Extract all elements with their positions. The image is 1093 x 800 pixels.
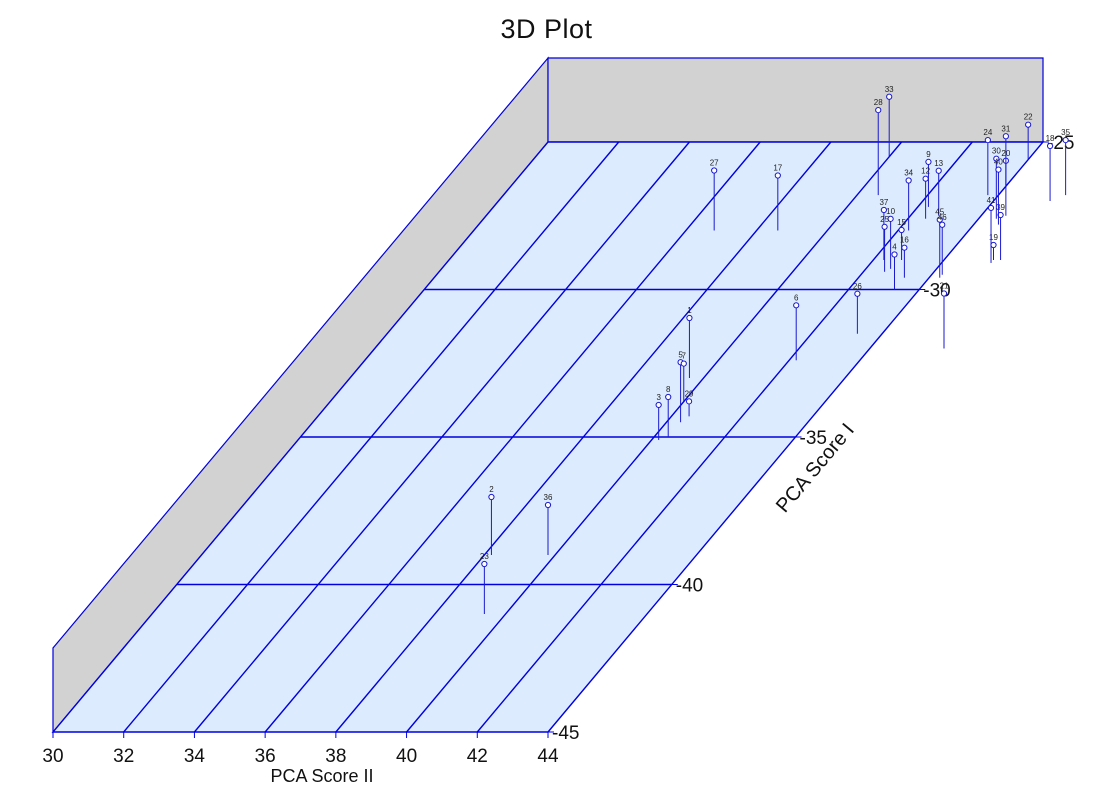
data-point [993,155,1000,162]
x-tick-label: 40 [396,746,417,767]
chart-title: 3D Plot [500,14,593,44]
data-point [655,401,662,409]
data-point [922,175,929,182]
y-tick-label: -40 [676,576,703,597]
point-label: 22 [1024,113,1033,122]
data-point [939,221,946,228]
data-point [925,158,932,165]
point-label: 29 [685,389,694,398]
point-label: 3 [656,393,661,402]
data-point [891,251,898,258]
point-label: 34 [904,169,913,178]
data-points: 1245678911121314151617181920212223242627… [480,85,1071,614]
data-point [686,314,693,322]
point-label: 1 [687,306,692,315]
point-label: 26 [853,282,862,291]
x-tick-label: 36 [255,746,276,767]
point-label: 28 [874,98,883,107]
data-point [793,302,800,309]
point-label: 33 [885,85,894,94]
data-point [1025,121,1032,128]
point-label: 27 [710,159,719,168]
y-tick-label: -35 [800,428,827,449]
point-label: 18 [1046,134,1055,143]
point-label: 25 [880,215,889,224]
y-tick-label: -45 [552,723,579,744]
point-label: 15 [897,218,906,227]
data-point [936,216,943,223]
data-point [774,172,781,179]
data-point [995,166,1002,173]
data-point [905,177,912,184]
data-point [1002,133,1009,140]
data-point [665,393,672,401]
x-tick-label: 42 [467,746,488,767]
data-point [886,93,893,100]
data-point [1046,142,1054,150]
data-point [935,167,942,174]
point-label: 21 [940,282,949,291]
data-point [685,398,693,405]
point-label: 40 [994,158,1003,167]
point-label: 9 [926,150,931,159]
point-label: 6 [794,293,799,302]
point-label: 7 [682,352,687,361]
x-tick-label: 30 [42,746,63,767]
point-label: 17 [773,164,782,173]
point-label: 4 [892,243,897,252]
data-point [901,244,908,251]
data-point [898,226,905,234]
point-label: 36 [544,493,553,502]
point-label: 41 [987,196,996,205]
point-label: 30 [992,147,1001,156]
point-label: 10 [886,207,895,216]
point-label: 13 [934,159,943,168]
x-tick-label: 44 [537,746,559,767]
point-label: 31 [1001,124,1010,133]
back-wall [547,57,1044,143]
point-label: 5 [678,350,683,359]
data-point [875,107,882,114]
point-label: 24 [983,128,992,137]
data-point [984,137,991,144]
data-point [880,206,887,214]
point-label: 2 [489,485,494,494]
data-point [887,215,894,222]
point-label: 39 [996,203,1005,212]
data-point [940,290,948,297]
data-point [987,204,995,212]
point-label: 35 [1061,128,1070,137]
x-tick-label: 32 [113,746,134,767]
data-point [990,241,997,249]
data-point [481,560,488,568]
point-label: 12 [921,167,930,176]
data-point [881,223,888,230]
x-tick-label: 34 [184,746,206,767]
point-label: 46 [938,213,947,222]
data-point [544,501,552,509]
data-point [1062,137,1069,144]
point-label: 19 [989,233,998,242]
data-point [711,167,718,174]
data-point [488,493,495,501]
point-label: 16 [900,236,909,245]
data-point [680,360,687,367]
point-label: 23 [480,552,489,561]
point-label: 45 [935,208,944,217]
data-point [854,290,861,297]
x-axis-title: PCA Score II [270,766,373,786]
point-label: 37 [879,198,888,207]
point-label: 8 [666,385,671,394]
x-tick-label: 38 [325,746,346,767]
